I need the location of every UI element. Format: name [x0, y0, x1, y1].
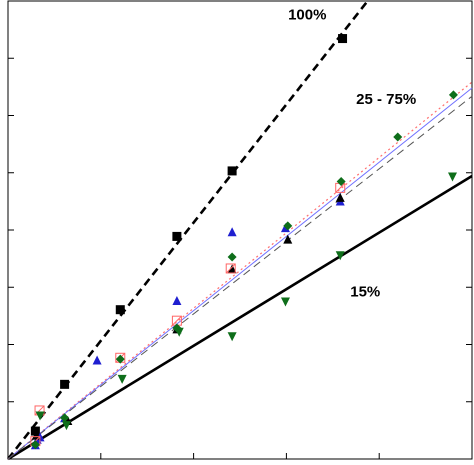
- marker-diamond: [448, 90, 458, 100]
- data-markers: [30, 34, 458, 450]
- marker-square: [338, 34, 348, 44]
- marker-diamond: [60, 413, 70, 423]
- marker-square: [227, 166, 237, 176]
- marker-triangle-up: [227, 227, 237, 237]
- marker-triangle-down: [117, 374, 127, 384]
- marker-triangle-down: [227, 332, 237, 342]
- marker-square: [172, 231, 182, 241]
- marker-triangle-down: [335, 251, 345, 261]
- marker-diamond: [115, 354, 125, 364]
- marker-triangle-down: [35, 411, 45, 421]
- marker-square: [30, 426, 40, 436]
- marker-triangle-up: [172, 295, 182, 305]
- marker-triangle-down: [61, 421, 71, 431]
- marker-diamond: [30, 440, 40, 450]
- plot-frame: [7, 0, 473, 460]
- annotation-label: 25 - 75%: [356, 91, 416, 108]
- marker-square-outline: [225, 263, 236, 274]
- annotations: 100% 25 - 75% 15%: [288, 6, 416, 300]
- marker-triangle-up: [92, 355, 102, 365]
- marker-diamond: [393, 132, 403, 142]
- marker-diamond: [283, 221, 293, 231]
- fit-line-100-: [6, 0, 369, 460]
- marker-triangle-up: [283, 234, 293, 244]
- marker-square-open: [225, 263, 236, 274]
- marker-triangle-down: [448, 172, 458, 182]
- marker-square-slash: [172, 315, 182, 326]
- fit-lines: [6, 0, 473, 461]
- fit-line-25-75-: [7, 87, 473, 460]
- marker-triangle-down: [174, 327, 184, 337]
- fit-line-25-75-: [7, 95, 473, 460]
- marker-square-slash: [335, 183, 346, 193]
- axes: [7, 0, 473, 460]
- marker-diamond: [336, 176, 346, 186]
- marker-triangle-up: [335, 192, 345, 202]
- marker-square: [115, 305, 125, 315]
- marker-square: [60, 379, 70, 389]
- marker-diamond: [227, 252, 237, 262]
- annotation-label: 15%: [350, 283, 380, 300]
- marker-triangle-down: [280, 297, 290, 307]
- marker-triangle-up: [227, 264, 237, 274]
- fit-line-25-75-: [7, 81, 473, 460]
- marker-square-slash: [225, 263, 236, 274]
- fit-line-15-: [7, 174, 473, 461]
- annotation-label: 100%: [288, 6, 326, 23]
